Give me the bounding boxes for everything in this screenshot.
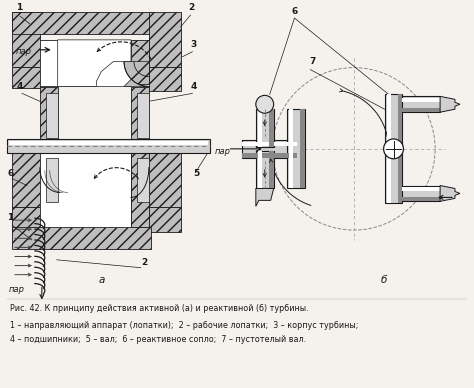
Bar bbox=[402, 96, 440, 112]
Bar bbox=[46, 158, 58, 203]
Bar bbox=[149, 153, 181, 207]
Text: 4: 4 bbox=[191, 82, 197, 92]
Polygon shape bbox=[440, 96, 460, 112]
Bar bbox=[287, 109, 305, 189]
Text: 1: 1 bbox=[16, 3, 22, 12]
Text: а: а bbox=[98, 275, 104, 284]
Text: пар: пар bbox=[16, 47, 32, 56]
Text: 1 – направляющий аппарат (лопатки);  2 – рабочие лопатки;  3 – корпус турбины;: 1 – направляющий аппарат (лопатки); 2 – … bbox=[10, 321, 358, 330]
Bar bbox=[131, 87, 149, 139]
Bar bbox=[12, 12, 151, 34]
Bar bbox=[398, 94, 402, 203]
Text: б: б bbox=[381, 275, 387, 284]
Bar bbox=[402, 185, 440, 201]
Text: пар: пар bbox=[215, 147, 231, 156]
Text: 2: 2 bbox=[189, 3, 195, 12]
Text: пар: пар bbox=[9, 286, 25, 294]
Bar bbox=[131, 153, 149, 227]
Bar bbox=[137, 158, 149, 203]
Bar bbox=[289, 109, 293, 189]
Bar bbox=[9, 141, 208, 145]
Bar bbox=[258, 151, 262, 189]
Bar bbox=[149, 207, 181, 232]
Bar bbox=[242, 140, 297, 158]
Bar bbox=[402, 108, 440, 112]
Bar bbox=[149, 12, 181, 67]
Text: 3: 3 bbox=[191, 40, 197, 49]
Bar bbox=[402, 197, 440, 201]
Bar bbox=[12, 67, 40, 88]
Text: 2: 2 bbox=[141, 258, 147, 267]
Bar bbox=[301, 109, 305, 189]
Polygon shape bbox=[440, 185, 460, 201]
Bar bbox=[46, 94, 58, 138]
Text: 7: 7 bbox=[310, 57, 316, 66]
Bar bbox=[384, 94, 402, 203]
Bar bbox=[40, 153, 131, 227]
Bar bbox=[12, 227, 151, 249]
Bar bbox=[256, 109, 273, 147]
Polygon shape bbox=[124, 62, 149, 87]
Text: 4 – подшипники;  5 – вал;  6 – реактивное сопло;  7 – пустотелый вал.: 4 – подшипники; 5 – вал; 6 – реактивное … bbox=[10, 335, 306, 344]
Bar bbox=[269, 109, 273, 147]
Bar bbox=[387, 94, 391, 203]
Text: 5: 5 bbox=[193, 169, 200, 178]
Bar bbox=[40, 87, 58, 139]
Bar bbox=[12, 153, 40, 207]
Bar bbox=[131, 40, 149, 85]
Bar bbox=[256, 151, 273, 189]
Bar bbox=[40, 40, 58, 87]
Bar bbox=[12, 12, 40, 67]
Bar bbox=[402, 187, 440, 191]
Circle shape bbox=[256, 95, 273, 113]
Bar bbox=[40, 153, 58, 204]
Text: Рис. 42. К принципу действия активной (а) и реактивной (б) турбины.: Рис. 42. К принципу действия активной (а… bbox=[10, 304, 309, 314]
Bar bbox=[402, 98, 440, 102]
Bar bbox=[131, 153, 149, 204]
Bar bbox=[242, 142, 297, 146]
Bar bbox=[242, 153, 297, 158]
Text: 1: 1 bbox=[7, 213, 13, 222]
Bar bbox=[40, 40, 131, 87]
Text: 6: 6 bbox=[7, 169, 13, 178]
Bar bbox=[137, 94, 149, 138]
Bar bbox=[258, 109, 262, 147]
Circle shape bbox=[383, 139, 403, 159]
Bar bbox=[149, 67, 181, 92]
Bar bbox=[12, 207, 40, 232]
Text: 6: 6 bbox=[292, 7, 298, 16]
Bar bbox=[269, 151, 273, 189]
Bar bbox=[58, 40, 131, 69]
Polygon shape bbox=[58, 40, 131, 87]
Text: 4: 4 bbox=[16, 82, 22, 92]
Bar bbox=[7, 139, 210, 153]
Polygon shape bbox=[256, 189, 273, 206]
